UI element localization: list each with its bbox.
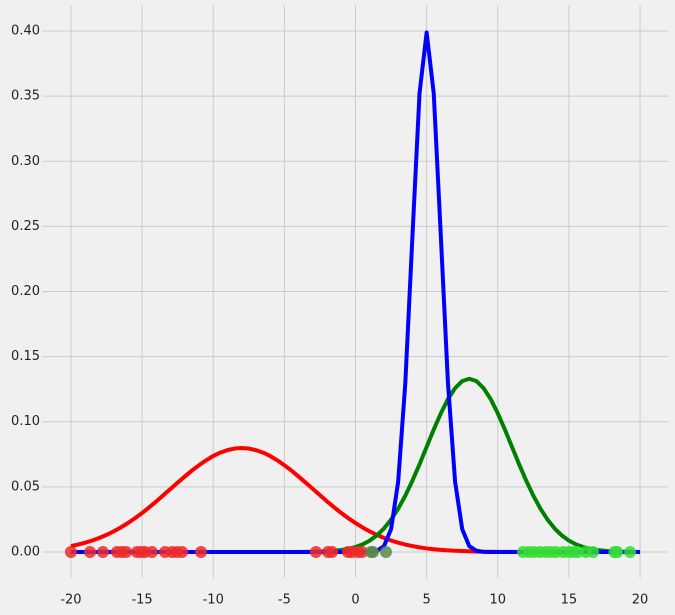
point: [64, 545, 77, 558]
point: [176, 545, 189, 558]
point: [624, 545, 637, 558]
point: [571, 545, 584, 558]
point: [379, 545, 392, 558]
x-tick-label: 20: [632, 593, 649, 608]
point: [120, 545, 133, 558]
y-tick-label: 0.30: [11, 154, 40, 169]
point: [84, 545, 97, 558]
y-tick-label: 0.05: [11, 479, 40, 494]
x-tick-label: -15: [131, 593, 152, 608]
y-tick-label: 0.10: [11, 414, 40, 429]
x-tick-label: 0: [351, 593, 359, 608]
y-tick-label: 0.35: [11, 89, 40, 104]
point: [96, 545, 109, 558]
x-tick-label: -10: [203, 593, 224, 608]
point: [611, 545, 624, 558]
point: [309, 545, 322, 558]
point: [366, 545, 379, 558]
x-tick-label: -20: [60, 593, 81, 608]
y-tick-label: 0.25: [11, 219, 40, 234]
y-tick-label: 0.40: [11, 24, 40, 39]
x-tick-label: -5: [278, 593, 291, 608]
x-tick-label: 10: [489, 593, 506, 608]
point: [587, 545, 600, 558]
y-tick-label: 0.15: [11, 349, 40, 364]
point: [194, 545, 207, 558]
point: [356, 545, 369, 558]
x-tick-label: 15: [561, 593, 578, 608]
x-tick-label: 5: [422, 593, 430, 608]
point: [326, 545, 339, 558]
point: [145, 545, 158, 558]
y-tick-label: 0.00: [11, 544, 40, 559]
y-tick-label: 0.20: [11, 284, 40, 299]
